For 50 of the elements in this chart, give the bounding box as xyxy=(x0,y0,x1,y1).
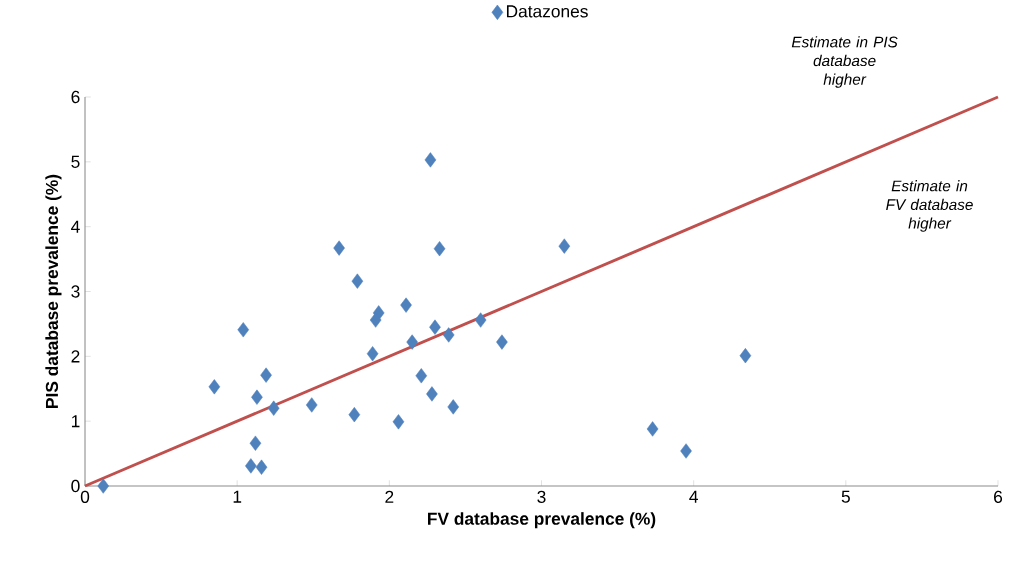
x-axis-title: FV database prevalence (%) xyxy=(428,512,656,529)
point xyxy=(369,312,382,328)
point xyxy=(680,443,692,459)
annotation: Estimate in FV database higher xyxy=(886,180,973,232)
point xyxy=(433,241,446,257)
y-tick-label: 3 xyxy=(71,285,80,298)
point xyxy=(305,397,318,413)
point xyxy=(474,312,487,328)
point xyxy=(496,334,508,350)
point xyxy=(348,407,361,423)
y-tick-label: 4 xyxy=(71,220,80,233)
point xyxy=(267,400,280,416)
point xyxy=(442,327,455,343)
y-tick-label: 0 xyxy=(71,479,80,493)
y-tick-label: 2 xyxy=(71,350,80,363)
point xyxy=(739,348,752,364)
y-tick-label: 5 xyxy=(71,155,80,168)
point xyxy=(97,478,110,494)
x-tick-label: 0 xyxy=(80,490,90,503)
point xyxy=(406,334,418,350)
y-axis-title: PIS database prevalence (%) xyxy=(45,174,62,408)
point xyxy=(392,414,405,430)
point xyxy=(260,367,272,383)
x-tick-label: 1 xyxy=(233,490,242,503)
legend-label: Datazones xyxy=(506,5,588,18)
point xyxy=(237,322,250,338)
point xyxy=(245,458,257,474)
point xyxy=(333,240,345,256)
y-tick-label: 6 xyxy=(71,90,80,104)
x-tick-label: 6 xyxy=(994,490,1003,503)
point xyxy=(415,368,428,384)
point xyxy=(366,346,379,362)
point xyxy=(429,319,441,335)
point xyxy=(208,379,221,395)
point xyxy=(426,386,438,402)
point xyxy=(447,399,460,415)
x-tick-label: 3 xyxy=(537,490,546,503)
point xyxy=(255,459,268,475)
y-tick-label: 1 xyxy=(71,415,80,428)
point xyxy=(249,435,262,451)
point xyxy=(400,297,412,313)
point xyxy=(424,152,437,168)
point xyxy=(351,273,364,289)
x-tick-label: 4 xyxy=(689,490,698,503)
point xyxy=(558,238,571,254)
point xyxy=(646,421,659,437)
point xyxy=(251,389,263,405)
text: Estimate in PIS database higher xyxy=(791,36,898,88)
x-tick-label: 5 xyxy=(841,490,850,503)
x-tick-label: 2 xyxy=(385,490,394,503)
